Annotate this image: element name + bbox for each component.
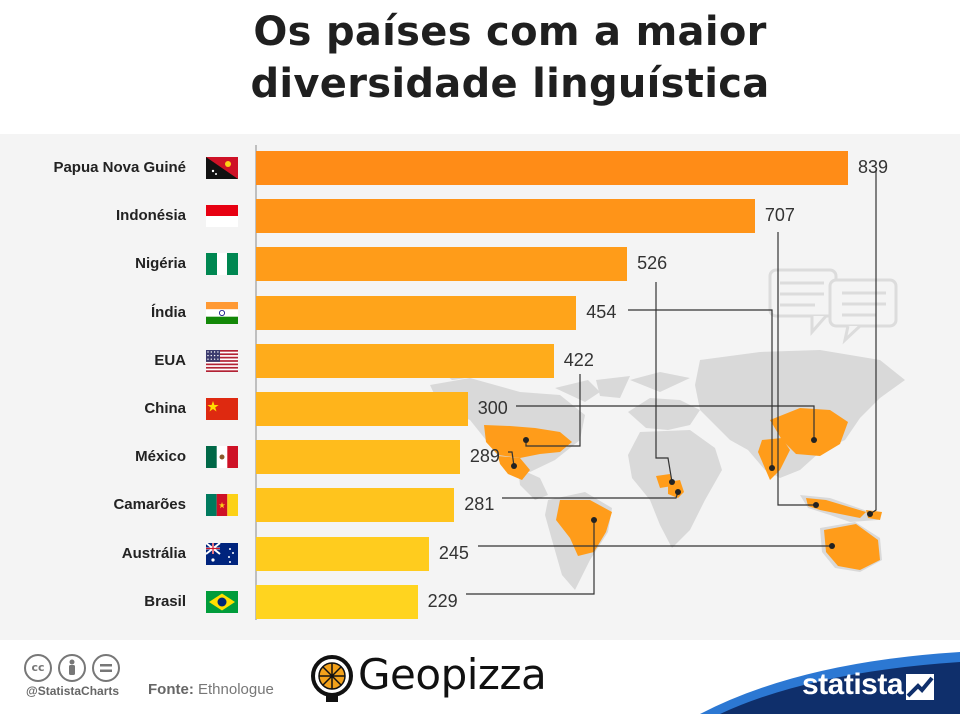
statista-banner xyxy=(700,652,960,714)
leader-line-china xyxy=(516,405,815,440)
cameroon-flag-icon xyxy=(206,494,238,517)
statista-handle[interactable]: @StatistaCharts xyxy=(26,684,120,698)
y-axis-line xyxy=(255,145,257,620)
source-value: Ethnologue xyxy=(198,681,274,698)
india-flag-icon xyxy=(206,301,238,324)
value-label: 289 xyxy=(469,446,500,467)
usa-flag-icon xyxy=(206,349,238,372)
speech-bubbles-icon xyxy=(768,268,898,345)
source-label: Fonte: xyxy=(148,681,194,698)
nigeria-flag-icon xyxy=(206,253,238,276)
indonesia-highlight xyxy=(806,498,866,518)
country-label: Brasil xyxy=(144,592,186,610)
leader-line-mexico xyxy=(508,451,515,467)
value-label: 300 xyxy=(477,398,508,418)
geopizza-logo[interactable]: Geopizza xyxy=(358,650,547,699)
country-label: México xyxy=(135,448,186,466)
leader-line-papua xyxy=(869,170,877,515)
brazil-flag-icon xyxy=(206,590,238,613)
statista-logo-icon xyxy=(906,674,934,700)
world-map-background xyxy=(430,170,905,595)
leader-line-india xyxy=(628,309,773,468)
country-label: Papua Nova Guiné xyxy=(53,159,186,176)
bar xyxy=(256,584,418,619)
highlighted-countries xyxy=(484,408,882,570)
brazil-highlight xyxy=(556,500,612,556)
leader-line-brasil xyxy=(466,520,595,595)
value-label: 454 xyxy=(586,301,617,322)
bar xyxy=(256,392,468,426)
by-icon xyxy=(58,654,86,682)
cc-icon: cc xyxy=(24,654,52,682)
statista-logo[interactable]: statista xyxy=(802,668,904,701)
country-label: EUA xyxy=(154,351,186,369)
country-label: Camarões xyxy=(113,496,186,514)
country-label: Austrália xyxy=(121,544,186,562)
bar xyxy=(256,295,577,330)
value-label: 707 xyxy=(764,205,795,226)
nigeria-highlight xyxy=(656,474,672,488)
mexico-flag-icon xyxy=(206,446,238,469)
value-label: 526 xyxy=(637,253,668,274)
china-highlight xyxy=(770,408,848,456)
country-label: Indonésia xyxy=(115,207,186,225)
nd-icon xyxy=(92,654,120,682)
india-highlight xyxy=(758,438,790,480)
value-label: 245 xyxy=(438,542,469,563)
bar xyxy=(256,199,755,234)
australia-highlight xyxy=(824,524,880,570)
value-label: 422 xyxy=(563,349,594,370)
geopizza-logo-icon xyxy=(311,655,353,702)
country-label: China xyxy=(144,400,186,417)
bar xyxy=(256,440,460,475)
title-line-2: diversidade linguística xyxy=(250,61,770,107)
bar xyxy=(256,343,554,378)
value-label: 229 xyxy=(427,590,458,611)
bar xyxy=(256,536,429,571)
bar xyxy=(256,151,848,185)
bar xyxy=(256,247,628,282)
country-label: Nigéria xyxy=(135,255,186,273)
china-flag-icon xyxy=(206,398,238,420)
papua-new-guinea-flag-icon xyxy=(206,157,238,179)
value-label: 839 xyxy=(858,157,889,177)
leader-dots xyxy=(511,437,873,549)
country-label: Índia xyxy=(150,303,186,321)
value-label: 281 xyxy=(464,494,495,515)
australia-flag-icon xyxy=(205,541,238,565)
bar xyxy=(256,488,455,523)
source-text: Fonte: Ethnologue xyxy=(148,681,274,698)
title-line-1: Os países com a maior xyxy=(253,9,767,55)
leader-line-nigeria xyxy=(655,282,673,483)
leader-line-indonesia xyxy=(777,232,816,506)
chart-title: Os países com a maior diversidade linguí… xyxy=(0,6,960,110)
indonesia-flag-icon xyxy=(206,205,238,228)
